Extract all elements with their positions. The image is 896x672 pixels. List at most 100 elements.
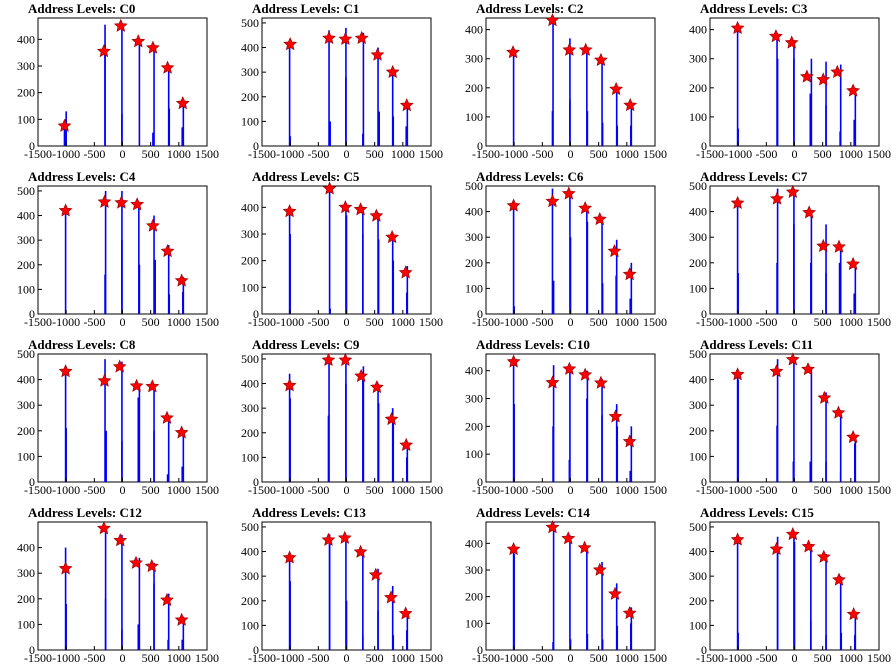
y-tick-label: 100 [689,110,707,124]
y-tick-label: 200 [465,419,483,433]
x-tick-label: -1500 [696,483,724,497]
level-marker [506,198,521,212]
y-tick-label: 100 [689,618,707,632]
y-tick-label: 300 [689,52,707,66]
chart-title: Address Levels: C14 [476,505,590,520]
y-tick-label: 200 [689,256,707,270]
level-marker [545,520,560,534]
y-tick-label: 200 [17,86,35,100]
level-marker [592,562,607,576]
x-tick-label: 1500 [643,483,667,497]
y-tick-label: 400 [241,545,259,559]
x-tick-label: 1500 [643,315,667,329]
chart-title: Address Levels: C8 [28,337,136,352]
chart-svg: Address Levels: C2 0 100 200 300 400 -1500 -100… [465,1,667,161]
level-marker [174,612,189,626]
x-tick-label: 1500 [195,483,219,497]
chart-svg: Address Levels: C15 0 100 200 300 400 500 -1500… [689,505,891,665]
y-tick-label: 400 [465,205,483,219]
x-tick-label: 0 [120,147,126,161]
x-tick-label: 500 [814,315,832,329]
x-tick-label: -500 [755,651,777,665]
level-marker [561,531,576,545]
x-tick-label: -1500 [24,315,52,329]
x-tick-label: -500 [83,147,105,161]
x-tick-label: 1500 [195,315,219,329]
level-marker [730,20,745,35]
chart-title: Address Levels: C1 [252,1,359,16]
y-tick-label: 500 [241,16,259,30]
level-marker [322,30,336,45]
y-tick-label: 300 [689,569,707,583]
level-marker [785,352,800,366]
x-tick-label: 0 [792,147,798,161]
chart-svg: Address Levels: C5 0 100 200 300 400 -1500 -100… [241,169,443,329]
level-marker [398,265,413,279]
y-tick-label: 300 [465,230,483,244]
chart-panel: Address Levels: C1 0 100 200 300 400 500 -1500-… [224,0,448,168]
level-marker [799,69,814,83]
y-tick-label: 300 [689,230,707,244]
y-tick-label: 500 [241,352,259,366]
x-tick-label: 1000 [167,651,191,665]
x-tick-label: -500 [83,651,105,665]
y-tick-label: 100 [17,449,35,463]
x-tick-label: -500 [307,315,329,329]
x-tick-label: -500 [531,315,553,329]
x-tick-label: -1000 [500,315,528,329]
level-marker [607,244,622,258]
level-marker [160,592,174,606]
y-tick-label: 400 [465,536,483,550]
level-marker [832,239,846,253]
y-tick-label: 500 [465,179,483,193]
x-tick-label: -1500 [472,483,500,497]
y-tick-label: 200 [689,424,707,438]
x-tick-label: -1000 [276,315,304,329]
chart-panel: Address Levels: C12 0 100 200 300 400 -1500 -10… [0,504,224,672]
y-tick-label: 300 [17,233,35,247]
level-marker [622,434,637,448]
y-tick-label: 200 [465,81,483,95]
level-marker [114,195,129,209]
level-marker [113,533,128,547]
x-tick-label: 500 [142,651,160,665]
x-tick-label: -1500 [472,651,500,665]
level-marker [730,195,745,210]
y-tick-label: 300 [17,566,35,580]
x-tick-label: -1500 [24,483,52,497]
x-tick-label: 500 [814,651,832,665]
chart-svg: Address Levels: C12 0 100 200 300 400 -1500 -10… [17,505,219,665]
level-marker [832,572,846,586]
y-tick-label: 100 [465,447,483,461]
y-tick-label: 100 [241,280,259,294]
x-tick-label: -1500 [248,315,276,329]
y-tick-label: 400 [17,541,35,555]
x-tick-label: 0 [344,483,350,497]
x-tick-label: 1000 [167,315,191,329]
level-marker [769,29,783,43]
chart-svg: Address Levels: C40100200300400500-1500-… [17,169,219,329]
y-tick-label: 100 [17,617,35,631]
x-tick-label: 500 [590,147,608,161]
x-tick-label: 0 [344,651,350,665]
y-tick-label: 0 [253,643,259,657]
level-marker [144,559,159,573]
level-marker [353,544,368,558]
y-tick-label: 200 [17,424,35,438]
level-marker [282,378,297,392]
x-tick-label: -1000 [500,147,528,161]
y-tick-label: 400 [241,41,259,55]
y-tick-label: 400 [689,373,707,387]
level-marker [175,96,190,110]
y-tick-label: 200 [465,256,483,270]
x-tick-label: -1500 [696,315,724,329]
x-tick-label: 0 [792,651,798,665]
level-marker [506,45,520,59]
x-tick-label: 1000 [615,651,639,665]
y-tick-label: 0 [477,307,483,321]
y-tick-label: 400 [17,209,35,223]
x-tick-label: 1000 [391,315,415,329]
y-tick-label: 0 [253,139,259,153]
x-tick-label: 1500 [867,651,891,665]
y-tick-label: 500 [689,520,707,534]
